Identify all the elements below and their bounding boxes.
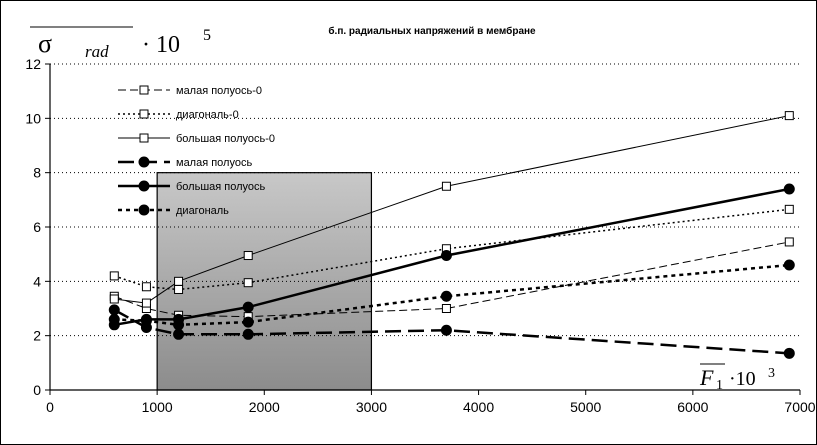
series-line-1 bbox=[114, 241, 790, 318]
data-point bbox=[242, 328, 254, 340]
data-point bbox=[108, 313, 120, 325]
x-tick-label: 5000 bbox=[570, 399, 601, 415]
series-line-4 bbox=[113, 308, 790, 355]
svg-text:rad: rad bbox=[85, 42, 109, 61]
data-point bbox=[440, 324, 452, 336]
x-tick-label: 3000 bbox=[356, 399, 387, 415]
data-point bbox=[243, 251, 253, 261]
svg-text:1: 1 bbox=[716, 378, 723, 393]
legend-label: диагональ bbox=[176, 205, 229, 217]
y-tick-label: 2 bbox=[33, 328, 41, 344]
x-axis-label: F 1 ·10 3 bbox=[694, 358, 784, 393]
x-tick-label: 0 bbox=[46, 399, 54, 415]
data-point bbox=[783, 347, 795, 359]
data-point bbox=[141, 298, 151, 308]
chart-title: б.п. радиальных напряжений в мембране bbox=[328, 25, 536, 37]
data-point bbox=[242, 316, 254, 328]
svg-text:·10: ·10 bbox=[729, 368, 756, 390]
data-point bbox=[783, 259, 795, 271]
data-point bbox=[441, 304, 451, 313]
series-line-3 bbox=[114, 115, 790, 304]
data-point bbox=[243, 278, 253, 288]
legend-marker bbox=[138, 204, 150, 216]
plot-area: 0 2 4 6 8 10 12 0 1000 2000 3000 4000 5000 6000 7000 ма… bbox=[25, 56, 815, 415]
data-point bbox=[174, 284, 184, 294]
data-point bbox=[173, 319, 185, 331]
data-point bbox=[784, 204, 794, 214]
legend-label: малая полуось-0 bbox=[176, 85, 262, 97]
y-axis-label: σ rad · 10 5 bbox=[30, 26, 211, 61]
legend-label: большая полуось-0 bbox=[176, 133, 275, 145]
x-tick-label: 7000 bbox=[784, 399, 815, 415]
data-point bbox=[784, 111, 794, 121]
data-point bbox=[141, 282, 151, 292]
data-point bbox=[440, 250, 452, 262]
x-tick-label: 1000 bbox=[142, 399, 173, 415]
x-tick-label: 6000 bbox=[677, 399, 708, 415]
legend-marker bbox=[138, 156, 150, 168]
svg-text:σ: σ bbox=[38, 29, 52, 58]
legend-marker bbox=[139, 133, 149, 143]
svg-text:F: F bbox=[699, 365, 714, 390]
legend-label: диагональ-0 bbox=[176, 109, 239, 121]
legend-marker bbox=[138, 180, 150, 192]
data-point bbox=[783, 183, 795, 195]
y-tick-label: 8 bbox=[33, 165, 41, 181]
y-tick-label: 4 bbox=[33, 273, 41, 289]
data-point bbox=[140, 315, 152, 327]
y-tick-label: 0 bbox=[33, 382, 41, 398]
data-point bbox=[242, 301, 254, 313]
data-point bbox=[784, 237, 794, 247]
svg-text:5: 5 bbox=[203, 27, 211, 44]
data-point bbox=[108, 304, 120, 316]
svg-text:· 10: · 10 bbox=[142, 32, 180, 58]
data-point bbox=[109, 294, 119, 304]
legend-label: большая полуось bbox=[176, 181, 266, 193]
highlight-region bbox=[156, 172, 373, 391]
legend-marker bbox=[139, 109, 149, 119]
y-tick-label: 10 bbox=[25, 110, 41, 126]
data-point bbox=[109, 271, 119, 281]
x-tick-label: 2000 bbox=[249, 399, 280, 415]
x-tick-label: 4000 bbox=[463, 399, 494, 415]
y-tick-label: 12 bbox=[25, 56, 41, 72]
data-point bbox=[174, 276, 184, 286]
data-point bbox=[173, 328, 185, 340]
series-line-2 bbox=[114, 208, 790, 291]
data-point bbox=[440, 290, 452, 302]
y-tick-label: 6 bbox=[33, 219, 41, 235]
svg-text:3: 3 bbox=[768, 366, 775, 381]
data-point bbox=[441, 181, 451, 191]
legend-marker bbox=[139, 85, 149, 95]
legend-label: малая полуось bbox=[176, 157, 252, 169]
